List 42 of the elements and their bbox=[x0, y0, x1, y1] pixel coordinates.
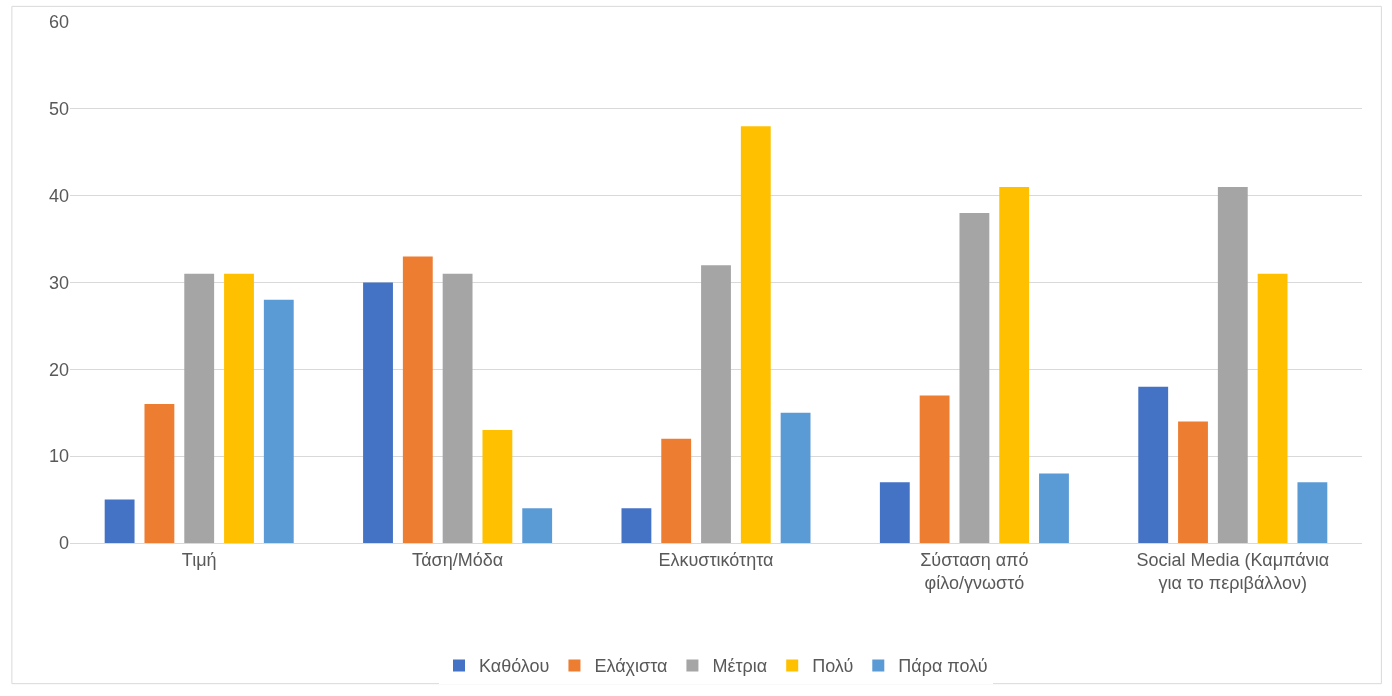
bar bbox=[740, 126, 771, 543]
bar bbox=[482, 430, 513, 543]
bar bbox=[1217, 186, 1248, 543]
bar bbox=[144, 404, 175, 543]
bar bbox=[621, 508, 652, 543]
legend-label: Μέτρια bbox=[712, 656, 768, 677]
y-tick-label: 30 bbox=[48, 272, 69, 293]
y-tick-label: 60 bbox=[48, 12, 69, 33]
bar bbox=[780, 412, 811, 543]
bar bbox=[522, 508, 553, 543]
bar bbox=[442, 273, 473, 543]
bar bbox=[661, 438, 692, 543]
bar bbox=[959, 213, 990, 543]
bar bbox=[1138, 386, 1169, 543]
y-tick-label: 50 bbox=[48, 99, 69, 120]
bar bbox=[263, 299, 294, 543]
legend-label: Ελάχιστα bbox=[594, 656, 668, 677]
bar bbox=[363, 282, 393, 543]
bar bbox=[919, 395, 950, 543]
bar bbox=[1178, 421, 1208, 543]
x-tick-label: Ελκυστικότητα bbox=[658, 549, 774, 570]
y-tick-label: 40 bbox=[48, 185, 69, 206]
bar bbox=[1257, 273, 1288, 543]
x-tick-label: Τάση/Μόδα bbox=[412, 549, 504, 570]
bar bbox=[402, 256, 433, 543]
bar bbox=[1297, 482, 1328, 543]
y-tick-label: 0 bbox=[58, 533, 69, 554]
bar bbox=[999, 186, 1030, 543]
bar bbox=[104, 499, 135, 543]
y-tick-label: 20 bbox=[48, 359, 69, 380]
x-tick-label: Τιμή bbox=[181, 549, 217, 570]
legend-label: Πολύ bbox=[812, 656, 854, 677]
x-tick-label: Σύσταση από φίλο/γνωστό bbox=[920, 549, 1029, 593]
y-tick-label: 10 bbox=[48, 446, 69, 467]
bar bbox=[1039, 473, 1069, 543]
bar bbox=[224, 273, 254, 543]
x-tick-label: Social Media (Καμπάνια για το περιβάλλον) bbox=[1136, 549, 1330, 593]
bar bbox=[184, 273, 215, 543]
legend-label: Πάρα πολύ bbox=[898, 656, 988, 677]
bar bbox=[879, 482, 910, 543]
bar bbox=[701, 265, 731, 543]
legend-label: Καθόλου bbox=[479, 656, 550, 677]
